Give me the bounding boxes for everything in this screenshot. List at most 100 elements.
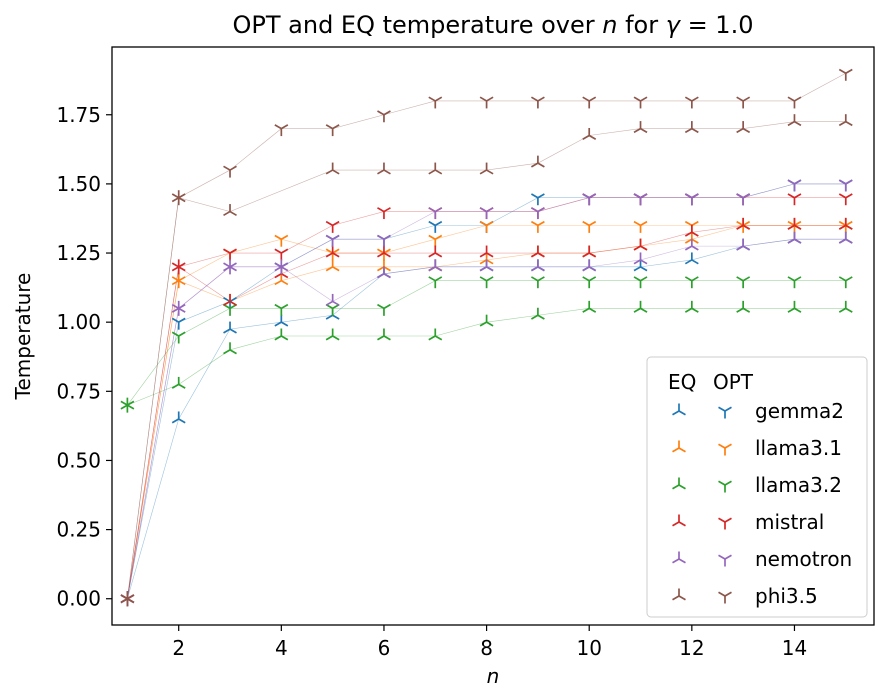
marker-opt-llama3.1-n15: [838, 220, 853, 233]
marker-opt-llama3.1-n11: [633, 220, 648, 233]
y-tick-label: 0.25: [56, 518, 101, 542]
marker-eq-llama3.2-n2: [171, 376, 186, 389]
y-tick-label: 0.75: [56, 379, 101, 403]
marker-opt-llama3.1-n13: [736, 220, 751, 233]
legend-label-mistral: mistral: [755, 510, 824, 534]
marker-eq-mistral-n13: [736, 217, 751, 230]
marker-opt-llama3.2-n1: [120, 400, 135, 413]
x-axis-label: n: [487, 664, 500, 688]
marker-opt-llama3.2-n9: [530, 276, 545, 289]
marker-opt-phi3.5-n2: [171, 193, 186, 206]
marker-opt-gemma2-n2: [171, 317, 186, 330]
marker-eq-nemotron-n12: [684, 238, 699, 251]
marker-opt-llama3.2-n2: [171, 331, 186, 344]
marker-eq-llama3.2-n14: [787, 300, 802, 313]
marker-opt-llama3.1-n2: [171, 276, 186, 289]
x-tick-label: 14: [782, 636, 807, 660]
legend-label-llama3.1: llama3.1: [755, 436, 842, 460]
marker-opt-llama3.1-n14: [787, 220, 802, 233]
marker-eq-nemotron-n7: [428, 259, 443, 272]
y-tick-label: 0.00: [56, 587, 101, 611]
marker-opt-phi3.5-n8: [479, 96, 494, 109]
marker-opt-phi3.5-n14: [787, 96, 802, 109]
marker-opt-llama3.1-n8: [479, 220, 494, 233]
legend: EQ OPT gemma2 llama3.1 llama3.2 mistral nemo…: [646, 356, 868, 618]
marker-opt-llama3.1-n10: [582, 220, 597, 233]
marker-eq-nemotron-n13: [736, 238, 751, 251]
marker-eq-nemotron-n10: [582, 259, 597, 272]
marker-opt-mistral-n4: [274, 248, 289, 261]
marker-eq-nemotron-n8: [479, 259, 494, 272]
marker-opt-nemotron-n11: [633, 193, 648, 206]
marker-eq-gemma2-n4: [274, 314, 289, 327]
marker-opt-gemma2-n9: [530, 193, 545, 206]
marker-eq-mistral-n15: [838, 217, 853, 230]
marker-opt-llama3.2-n8: [479, 276, 494, 289]
marker-opt-nemotron-n7: [428, 207, 443, 220]
marker-opt-mistral-n15: [838, 193, 853, 206]
marker-eq-llama3.2-n10: [582, 300, 597, 313]
marker-opt-phi3.5-n7: [428, 96, 443, 109]
legend-marker-eq-nemotron: [672, 551, 686, 564]
marker-eq-phi3.5-n3: [223, 204, 237, 217]
y-tick-label: 1.00: [56, 310, 101, 334]
marker-eq-phi3.5-n7: [428, 162, 443, 175]
marker-opt-llama3.2-n15: [838, 276, 853, 289]
marker-eq-phi3.5-n1: [120, 591, 135, 604]
marker-eq-mistral-n14: [787, 217, 802, 230]
marker-eq-nemotron-n4: [274, 259, 289, 272]
legend-label-gemma2: gemma2: [755, 399, 844, 423]
legend-marker-eq-gemma2: [672, 403, 686, 416]
marker-eq-gemma2-n3: [223, 321, 237, 334]
marker-eq-llama3.2-n13: [736, 300, 751, 313]
marker-eq-phi3.5-n13: [736, 121, 751, 134]
x-tick-label: 2: [172, 636, 185, 660]
marker-opt-llama3.2-n10: [582, 276, 597, 289]
legend-marker-opt-nemotron: [718, 554, 732, 567]
marker-eq-mistral-n12: [684, 224, 699, 237]
marker-eq-mistral-n8: [479, 245, 494, 258]
marker-opt-mistral-n14: [787, 193, 802, 206]
marker-eq-mistral-n6: [377, 245, 391, 258]
marker-eq-mistral-n11: [633, 238, 648, 251]
marker-opt-nemotron-n14: [787, 179, 802, 192]
marker-eq-phi3.5-n2: [171, 190, 186, 203]
marker-opt-phi3.5-n9: [530, 96, 545, 109]
series-line-eq-phi3.5: [127, 121, 846, 599]
marker-eq-gemma2-n12: [684, 252, 699, 265]
marker-opt-phi3.5-n11: [633, 96, 648, 109]
marker-eq-mistral-n9: [530, 245, 545, 258]
x-tick-label: 12: [679, 636, 704, 660]
legend-marker-opt-gemma2: [718, 406, 732, 419]
marker-eq-phi3.5-n14: [787, 114, 802, 127]
x-tick-label: 8: [480, 636, 493, 660]
marker-opt-llama3.2-n14: [787, 276, 802, 289]
marker-eq-llama3.2-n1: [120, 397, 135, 410]
marker-opt-phi3.5-n1: [120, 594, 135, 607]
marker-eq-nemotron-n5: [325, 293, 340, 306]
marker-eq-mistral-n5: [325, 245, 340, 258]
legend-marker-eq-phi3.5: [672, 588, 686, 601]
legend-label-phi3.5: phi3.5: [755, 584, 818, 608]
marker-eq-nemotron-n2: [171, 300, 186, 313]
marker-eq-mistral-n3: [223, 293, 237, 306]
marker-opt-mistral-n3: [223, 248, 237, 261]
marker-eq-mistral-n10: [582, 245, 597, 258]
marker-eq-llama3.2-n11: [633, 300, 648, 313]
marker-opt-nemotron-n8: [479, 207, 494, 220]
marker-opt-llama3.2-n6: [377, 303, 391, 316]
marker-eq-llama3.2-n8: [479, 314, 494, 327]
marker-opt-mistral-n6: [377, 207, 391, 220]
marker-opt-llama3.1-n5: [325, 248, 340, 261]
marker-eq-phi3.5-n11: [633, 121, 648, 134]
marker-eq-phi3.5-n5: [325, 162, 340, 175]
plot-frame: [111, 46, 875, 626]
marker-opt-phi3.5-n4: [274, 124, 289, 137]
marker-opt-nemotron-n6: [377, 234, 391, 247]
x-tick-label: 6: [378, 636, 391, 660]
marker-eq-llama3.2-n12: [684, 300, 699, 313]
marker-opt-llama3.1-n9: [530, 220, 545, 233]
marker-opt-nemotron-n10: [582, 193, 597, 206]
marker-opt-nemotron-n5: [325, 234, 340, 247]
legend-header-opt: OPT: [713, 370, 754, 394]
